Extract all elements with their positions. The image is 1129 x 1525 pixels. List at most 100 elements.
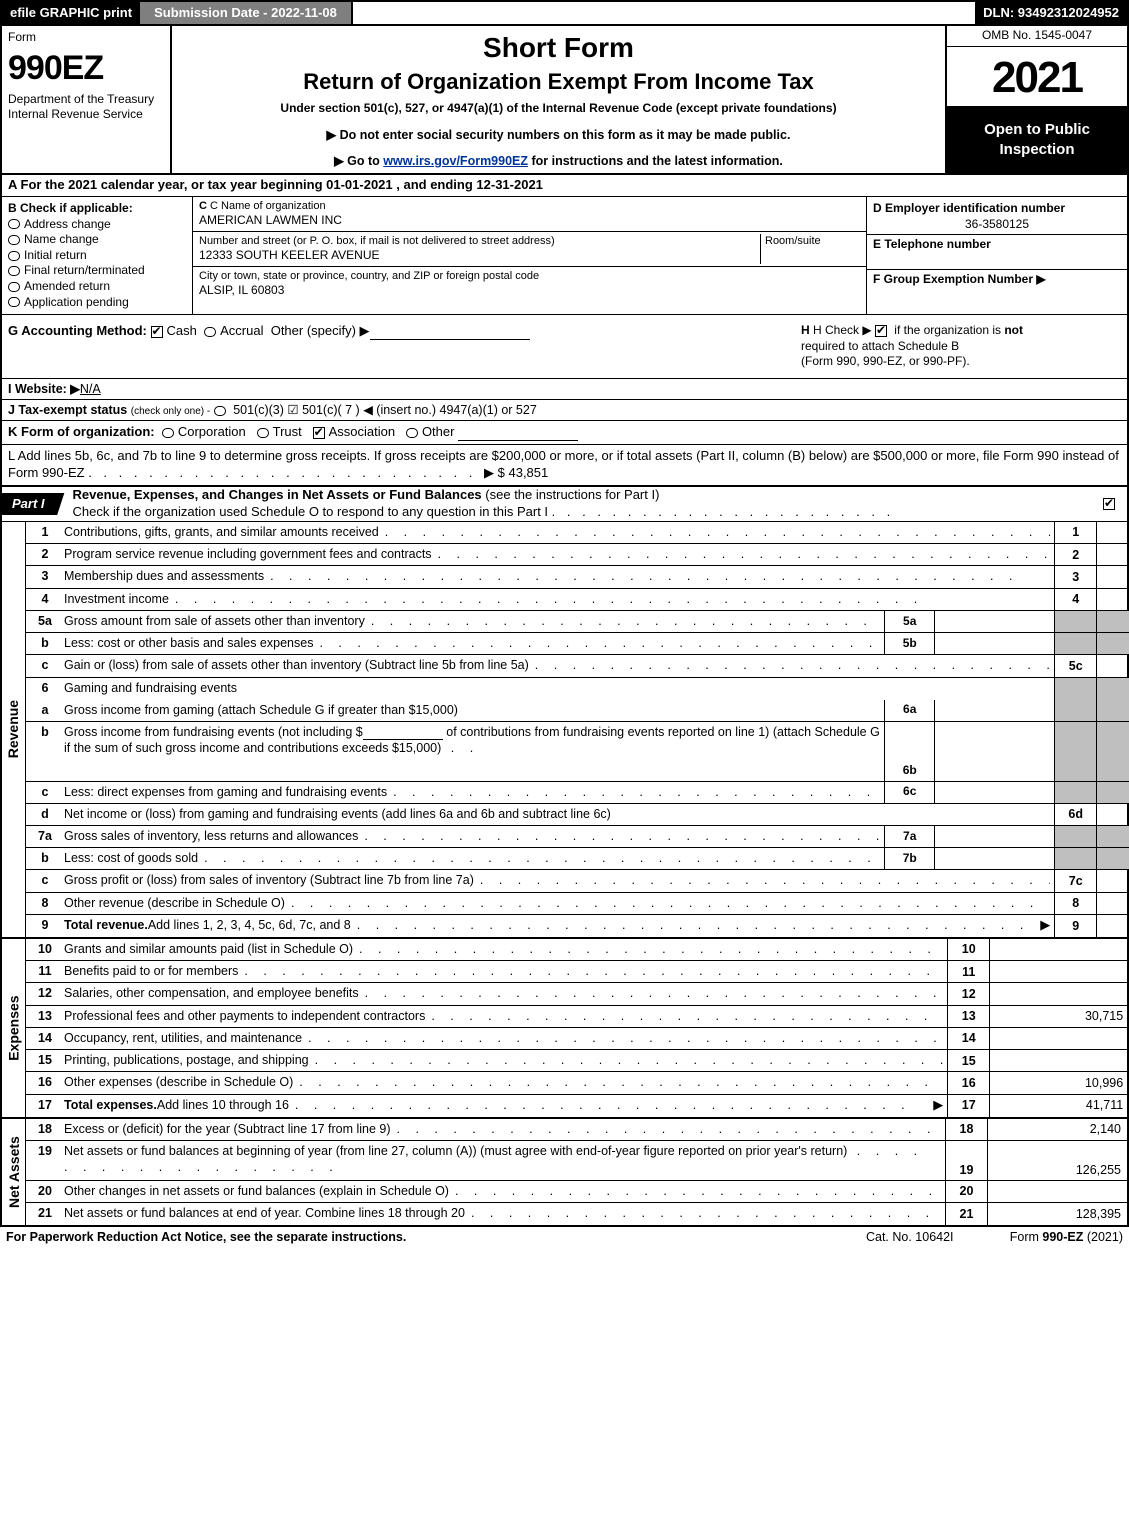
ein-block: D Employer identification number 36-3580… xyxy=(867,199,1127,235)
org-city-value: ALSIP, IL 60803 xyxy=(199,283,860,299)
title-right: OMB No. 1545-0047 2021 Open to Public In… xyxy=(947,26,1127,173)
instr2-prefix: ▶ Go to xyxy=(334,154,383,168)
footer: For Paperwork Reduction Act Notice, see … xyxy=(0,1227,1129,1247)
checkbox-501c3[interactable] xyxy=(214,406,226,416)
checkbox-icon[interactable] xyxy=(8,297,20,307)
line-1-amount xyxy=(1096,522,1129,543)
form-word: Form xyxy=(8,30,164,46)
line-13-amount: 30,715 xyxy=(989,1006,1129,1027)
checkbox-icon[interactable] xyxy=(8,266,20,276)
org-address-value: 12333 SOUTH KEELER AVENUE xyxy=(199,248,760,264)
tax-year: 2021 xyxy=(947,47,1127,107)
form-id-block: Form 990EZ Department of the Treasury In… xyxy=(2,26,172,173)
line-6a: a Gross income from gaming (attach Sched… xyxy=(26,700,1129,722)
line-13: 13 Professional fees and other payments … xyxy=(26,1006,1129,1028)
line-21-amount: 128,395 xyxy=(987,1203,1127,1225)
checkbox-icon[interactable] xyxy=(8,282,20,292)
section-c: C C Name of organization AMERICAN LAWMEN… xyxy=(192,197,867,314)
checkbox-icon[interactable] xyxy=(8,235,20,245)
line-6b: b Gross income from fundraising events (… xyxy=(26,722,1129,782)
group-exemption-block: F Group Exemption Number ▶ xyxy=(867,270,1127,290)
line-5b: b Less: cost or other basis and sales ex… xyxy=(26,633,1129,655)
line-11-amount xyxy=(989,961,1129,982)
line-7b: b Less: cost of goods sold 7b xyxy=(26,848,1129,870)
line-16: 16 Other expenses (describe in Schedule … xyxy=(26,1072,1129,1094)
title-center: Short Form Return of Organization Exempt… xyxy=(172,26,947,173)
line-5a: 5a Gross amount from sale of assets othe… xyxy=(26,611,1129,633)
omb-number: OMB No. 1545-0047 xyxy=(947,26,1127,47)
line-5c-amount xyxy=(1096,655,1129,676)
section-b: B Check if applicable: Address change Na… xyxy=(2,197,192,314)
org-city-block: City or town, state or province, country… xyxy=(193,267,866,301)
ein-value: 36-3580125 xyxy=(873,217,1121,233)
checkbox-schedule-o[interactable] xyxy=(1103,498,1115,510)
other-org-field[interactable] xyxy=(458,427,578,441)
open-public-label: Open to Public Inspection xyxy=(947,107,1127,173)
instruction-2: ▶ Go to www.irs.gov/Form990EZ for instru… xyxy=(180,153,937,169)
line-4: 4 Investment income 4 xyxy=(26,589,1129,611)
line-15: 15 Printing, publications, postage, and … xyxy=(26,1050,1129,1072)
line-7a: 7a Gross sales of inventory, less return… xyxy=(26,826,1129,848)
line-6c: c Less: direct expenses from gaming and … xyxy=(26,782,1129,804)
website-value: N/A xyxy=(80,382,101,396)
arrow-icon: ▶ xyxy=(1032,915,1054,937)
form-number: 990EZ xyxy=(8,46,164,90)
dln-label: DLN: 93492312024952 xyxy=(975,2,1127,24)
expenses-table: Expenses 10 Grants and similar amounts p… xyxy=(0,939,1129,1119)
instruction-1: ▶ Do not enter social security numbers o… xyxy=(180,127,937,143)
opt-address-change: Address change xyxy=(8,217,186,233)
part-1-header: Part I Revenue, Expenses, and Changes in… xyxy=(0,486,1129,522)
other-specify-field[interactable] xyxy=(370,326,530,340)
line-20: 20 Other changes in net assets or fund b… xyxy=(26,1181,1127,1203)
row-a-tax-year: A For the 2021 calendar year, or tax yea… xyxy=(0,175,1129,197)
telephone-block: E Telephone number xyxy=(867,235,1127,270)
line-2: 2 Program service revenue including gove… xyxy=(26,544,1129,566)
net-assets-table: Net Assets 18 Excess or (deficit) for th… xyxy=(0,1119,1129,1228)
line-21: 21 Net assets or fund balances at end of… xyxy=(26,1203,1127,1225)
checkbox-association[interactable] xyxy=(313,427,325,439)
room-suite-label: Room/suite xyxy=(765,234,860,248)
efile-label: efile GRAPHIC print xyxy=(2,2,140,24)
line-3-amount xyxy=(1096,566,1129,587)
title-block: Form 990EZ Department of the Treasury In… xyxy=(0,26,1129,175)
section-k: K Form of organization: Corporation Trus… xyxy=(0,421,1129,445)
line-4-amount xyxy=(1096,589,1129,610)
checkbox-cash[interactable] xyxy=(151,326,163,338)
instructions-link[interactable]: www.irs.gov/Form990EZ xyxy=(383,154,528,168)
section-i: I Website: ▶N/A xyxy=(0,379,1129,400)
line-9: 9 Total revenue. Add lines 1, 2, 3, 4, 5… xyxy=(26,915,1129,937)
line-12-amount xyxy=(989,983,1129,1004)
org-name-block: C C Name of organization AMERICAN LAWMEN… xyxy=(193,197,866,232)
opt-final-return: Final return/terminated xyxy=(8,263,186,279)
line-10: 10 Grants and similar amounts paid (list… xyxy=(26,939,1129,961)
checkbox-schedule-b[interactable] xyxy=(875,325,887,337)
info-grid: B Check if applicable: Address change Na… xyxy=(0,197,1129,315)
footer-form-ref: Form 990-EZ (2021) xyxy=(1010,1229,1123,1245)
main-title: Return of Organization Exempt From Incom… xyxy=(180,68,937,97)
checkbox-trust[interactable] xyxy=(257,428,269,438)
checkbox-other-org[interactable] xyxy=(406,428,418,438)
revenue-table: Revenue 1 Contributions, gifts, grants, … xyxy=(0,522,1129,939)
checkbox-icon[interactable] xyxy=(8,251,20,261)
subtitle: Under section 501(c), 527, or 4947(a)(1)… xyxy=(180,101,937,117)
footer-notice: For Paperwork Reduction Act Notice, see … xyxy=(6,1229,810,1245)
line-14: 14 Occupancy, rent, utilities, and maint… xyxy=(26,1028,1129,1050)
line-18: 18 Excess or (deficit) for the year (Sub… xyxy=(26,1119,1127,1141)
checkbox-corporation[interactable] xyxy=(162,428,174,438)
line-8: 8 Other revenue (describe in Schedule O)… xyxy=(26,893,1129,915)
checkbox-accrual[interactable] xyxy=(204,327,216,337)
line-6: 6 Gaming and fundraising events xyxy=(26,678,1129,700)
arrow-icon: ▶ xyxy=(925,1095,947,1117)
org-name-value: AMERICAN LAWMEN INC xyxy=(199,213,860,229)
line-17: 17 Total expenses. Add lines 10 through … xyxy=(26,1095,1129,1117)
checkbox-icon[interactable] xyxy=(8,219,20,229)
line-6d-amount xyxy=(1096,804,1129,825)
short-form-title: Short Form xyxy=(180,30,937,66)
section-l: L Add lines 5b, 6c, and 7b to line 9 to … xyxy=(0,445,1129,486)
line-11: 11 Benefits paid to or for members 11 xyxy=(26,961,1129,983)
line-16-amount: 10,996 xyxy=(989,1072,1129,1093)
line-18-amount: 2,140 xyxy=(987,1119,1127,1140)
line-19: 19 Net assets or fund balances at beginn… xyxy=(26,1141,1127,1181)
opt-initial-return: Initial return xyxy=(8,248,186,264)
line-7c-amount xyxy=(1096,870,1129,891)
